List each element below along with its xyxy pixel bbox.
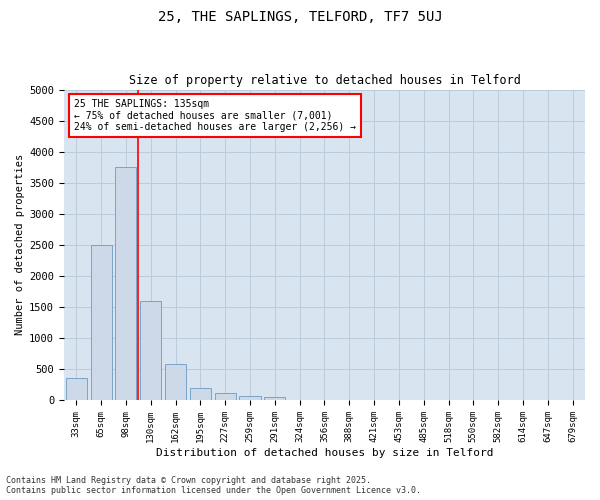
X-axis label: Distribution of detached houses by size in Telford: Distribution of detached houses by size … [155, 448, 493, 458]
Bar [140, 300, 161, 400]
Title: Size of property relative to detached houses in Telford: Size of property relative to detached ho… [128, 74, 520, 87]
Bar [115, 167, 136, 400]
Bar [91, 245, 112, 400]
Y-axis label: Number of detached properties: Number of detached properties [15, 154, 25, 336]
Bar [239, 396, 260, 400]
Text: 25 THE SAPLINGS: 135sqm
← 75% of detached houses are smaller (7,001)
24% of semi: 25 THE SAPLINGS: 135sqm ← 75% of detache… [74, 99, 356, 132]
Bar [165, 364, 186, 400]
Bar [190, 388, 211, 400]
Bar [66, 378, 87, 400]
Text: 25, THE SAPLINGS, TELFORD, TF7 5UJ: 25, THE SAPLINGS, TELFORD, TF7 5UJ [158, 10, 442, 24]
Text: Contains HM Land Registry data © Crown copyright and database right 2025.
Contai: Contains HM Land Registry data © Crown c… [6, 476, 421, 495]
Bar [264, 397, 286, 400]
Bar [215, 392, 236, 400]
